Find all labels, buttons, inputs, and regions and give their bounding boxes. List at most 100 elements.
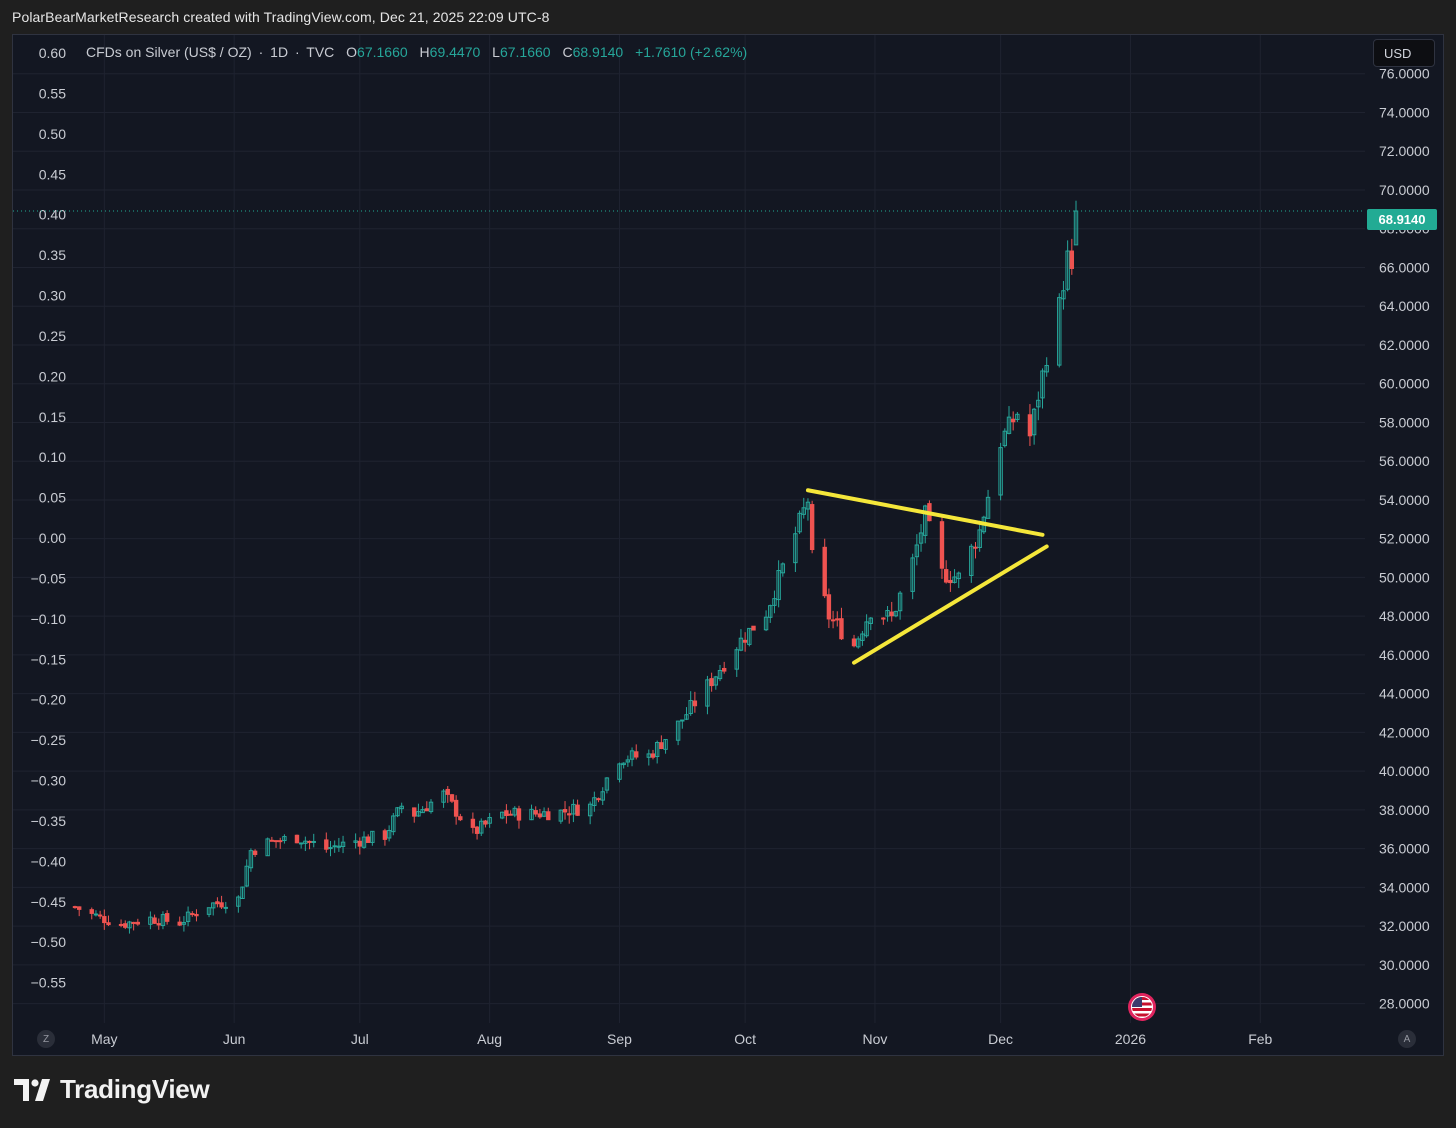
candle-body xyxy=(897,592,903,612)
candle-body xyxy=(826,594,832,620)
left-axis-tick-label: −0.45 xyxy=(31,894,67,910)
left-axis-tick-label: −0.35 xyxy=(31,813,67,829)
candle-body xyxy=(571,803,576,815)
candle-body xyxy=(483,820,488,825)
time-zone-button[interactable]: Z xyxy=(37,1030,55,1048)
candle-body xyxy=(160,914,166,926)
candle-body xyxy=(768,605,773,618)
right-axis-tick-label: 38.0000 xyxy=(1379,802,1430,818)
close-key: C xyxy=(562,44,573,60)
open-key: O xyxy=(346,44,358,60)
candle-body xyxy=(248,850,254,869)
candle-body xyxy=(177,921,182,926)
candle-body xyxy=(353,840,358,843)
candle-body xyxy=(118,923,124,926)
candle-body xyxy=(131,921,136,924)
candle-body xyxy=(311,840,316,843)
candle-body xyxy=(650,753,656,758)
candle-body xyxy=(1044,365,1049,373)
x-axis-tick-label: May xyxy=(91,1031,117,1047)
candle-body xyxy=(269,839,275,842)
candle-body xyxy=(416,811,421,817)
right-axis-tick-label: 32.0000 xyxy=(1379,918,1430,934)
x-axis-tick-label: 2026 xyxy=(1115,1031,1146,1047)
candle-body xyxy=(621,762,626,766)
candle-body xyxy=(864,621,869,637)
left-axis-tick-label: 0.55 xyxy=(39,85,66,101)
candle-body xyxy=(567,813,572,816)
candle-body xyxy=(1069,250,1075,269)
candle-body xyxy=(164,913,170,922)
candlestick-chart[interactable]: 0.60 0.55 0.50 0.45 0.40 0.35 0.30 0.25 0.20 0.15… xyxy=(13,35,1443,1055)
left-axis-tick-label: −0.15 xyxy=(31,651,67,667)
candle-body xyxy=(336,845,342,848)
candle-body xyxy=(805,501,811,510)
candle-body xyxy=(801,507,806,515)
open-value: 67.1660 xyxy=(357,44,408,60)
candle-body xyxy=(391,815,396,833)
left-axis-tick-label: −0.05 xyxy=(31,570,67,586)
candle-body xyxy=(780,563,786,574)
candle-body xyxy=(412,807,417,817)
left-axis-tick-label: −0.10 xyxy=(31,611,67,627)
candle-body xyxy=(428,801,434,813)
candle-body xyxy=(386,830,392,839)
candle-body xyxy=(370,830,375,843)
candle-body xyxy=(273,840,279,843)
candle-body xyxy=(278,840,283,843)
x-axis-tick-label: Oct xyxy=(734,1031,756,1047)
symbol-name[interactable]: CFDs on Silver (US$ / OZ) xyxy=(86,44,252,60)
candle-body xyxy=(1040,370,1045,399)
candle-body xyxy=(206,907,212,915)
triangle-trendline xyxy=(852,544,1049,665)
chart-panel[interactable]: 0.60 0.55 0.50 0.45 0.40 0.35 0.30 0.25 0.20 0.15… xyxy=(12,34,1444,1056)
triangle-trendline xyxy=(805,488,1045,537)
candle-body xyxy=(923,505,928,536)
candle-body xyxy=(240,886,245,899)
candle-body xyxy=(881,617,886,620)
x-axis-tick-label: Nov xyxy=(863,1031,888,1047)
watermark-bar: PolarBearMarketResearch created with Tra… xyxy=(0,0,1456,34)
left-axis-tick-label: 0.15 xyxy=(39,409,66,425)
candle-body xyxy=(449,794,455,802)
candle-body xyxy=(600,791,605,801)
low-value: 67.1660 xyxy=(499,44,551,60)
left-axis-tick-label: 0.45 xyxy=(39,166,66,182)
right-axis-tick-label: 74.0000 xyxy=(1379,104,1430,120)
candle-body xyxy=(1027,414,1033,437)
candle-body xyxy=(441,790,446,803)
candle-body xyxy=(541,811,547,817)
candle-body xyxy=(470,818,476,828)
left-axis-tick-label: 0.10 xyxy=(39,449,66,465)
candle-body xyxy=(793,533,798,564)
logo-text: TradingView xyxy=(60,1074,210,1104)
tradingview-logo[interactable]: TradingView xyxy=(14,1074,210,1105)
candle-body xyxy=(721,667,727,672)
candle-body xyxy=(763,616,769,631)
left-axis-tick-label: −0.50 xyxy=(31,934,67,950)
right-axis-tick-label: 36.0000 xyxy=(1379,841,1430,857)
interval-label[interactable]: 1D xyxy=(270,44,289,60)
candle-body xyxy=(558,809,564,822)
currency-button[interactable]: USD xyxy=(1373,39,1435,67)
candle-body xyxy=(663,739,668,750)
candle-body xyxy=(604,777,610,791)
right-axis-tick-label: 64.0000 xyxy=(1379,298,1430,314)
candle-body xyxy=(562,809,568,813)
candle-body xyxy=(659,742,664,749)
left-axis-tick-label: −0.40 xyxy=(31,853,67,869)
symbol-legend[interactable]: CFDs on Silver (US$ / OZ) · 1D · TVC O67… xyxy=(86,44,747,60)
candle-body xyxy=(918,532,924,544)
candle-body xyxy=(1031,408,1037,436)
candle-body xyxy=(424,808,430,812)
candle-body xyxy=(294,834,300,844)
left-axis-tick-label: 0.25 xyxy=(39,328,66,344)
right-axis-tick-label: 56.0000 xyxy=(1379,453,1430,469)
candle-body xyxy=(1057,297,1062,366)
candle-body xyxy=(93,913,99,916)
candle-body xyxy=(851,638,857,647)
candle-body xyxy=(529,808,534,821)
candle-body xyxy=(458,816,463,821)
flag-icon[interactable] xyxy=(1128,993,1156,1021)
auto-scale-button[interactable]: A xyxy=(1398,1030,1416,1048)
